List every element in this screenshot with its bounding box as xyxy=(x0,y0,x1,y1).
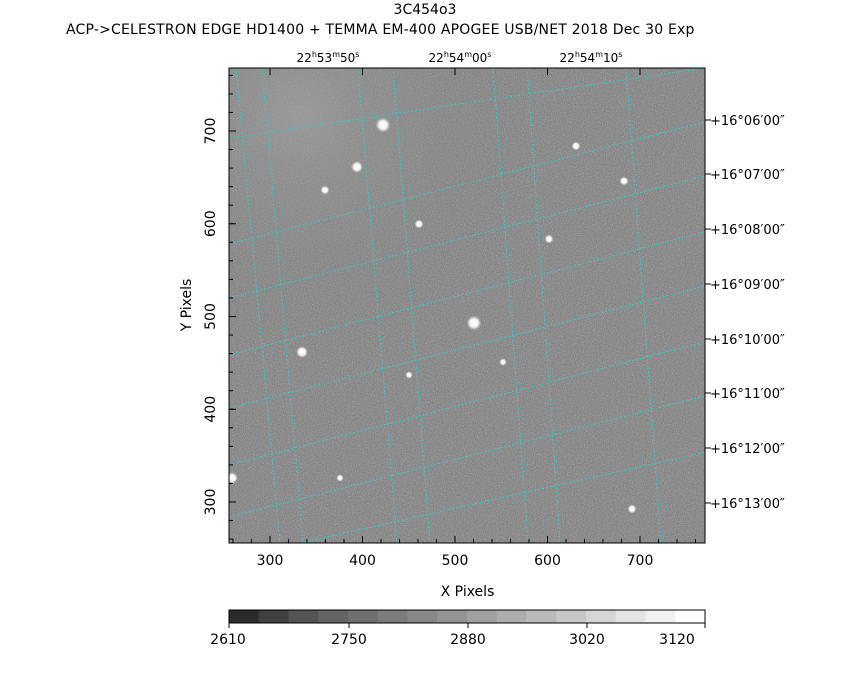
dec-label: +16°11′00″ xyxy=(710,387,785,402)
star xyxy=(466,315,482,331)
colorbar-swatch xyxy=(615,610,646,623)
ra-grid-line xyxy=(261,68,304,543)
star xyxy=(544,234,554,244)
colorbar-label: 2750 xyxy=(331,632,367,648)
colorbar-swatch xyxy=(526,610,557,623)
colorbar-swatch xyxy=(556,610,587,623)
dec-label: +16°13′00″ xyxy=(710,497,785,512)
star xyxy=(627,504,637,514)
star xyxy=(619,176,629,186)
colorbar-label: 3020 xyxy=(569,632,605,648)
dec-grid-line xyxy=(299,451,705,543)
dec-label: +16°09′00″ xyxy=(710,278,785,293)
colorbar-swatch xyxy=(377,610,408,623)
star xyxy=(499,358,507,366)
dec-grid-line xyxy=(229,395,705,518)
dec-grid-line xyxy=(229,231,705,356)
star xyxy=(320,185,330,195)
ra-grid-line xyxy=(625,68,662,543)
image-title: 3C454o3 xyxy=(393,2,457,18)
colorbar-label: 2610 xyxy=(210,632,246,648)
star xyxy=(405,371,413,379)
dec-grid-line xyxy=(229,285,705,409)
x-axis-label: X Pixels xyxy=(440,584,495,600)
dec-label: +16°06′00″ xyxy=(710,114,785,129)
ra-grid-line xyxy=(392,68,431,543)
colorbar-swatch xyxy=(437,610,468,623)
colorbar-swatch xyxy=(586,610,617,623)
y-tick-label: 600 xyxy=(203,210,219,237)
observation-subtitle: ACP->CELESTRON EDGE HD1400 + TEMMA EM-40… xyxy=(66,22,695,38)
ra-label: 22h54m00s xyxy=(429,50,492,65)
colorbar-swatch xyxy=(645,610,676,623)
x-tick-label: 700 xyxy=(627,553,654,569)
dec-label: +16°10′00″ xyxy=(710,333,785,348)
x-tick-label: 300 xyxy=(257,553,284,569)
colorbar-swatch xyxy=(407,610,438,623)
star xyxy=(336,474,344,482)
ra-grid-line xyxy=(235,68,281,543)
y-tick-label: 500 xyxy=(203,303,219,330)
sky-image xyxy=(229,68,705,543)
colorbar-swatch xyxy=(229,610,260,623)
plot-frame xyxy=(228,67,706,544)
colorbar-swatch xyxy=(496,610,527,623)
dec-label: +16°07′00″ xyxy=(710,168,785,183)
y-tick-label: 700 xyxy=(203,118,219,145)
dec-grid-line xyxy=(229,341,705,466)
star xyxy=(351,161,363,173)
star xyxy=(296,346,308,358)
colorbar-swatch xyxy=(318,610,349,623)
dec-label: +16°12′00″ xyxy=(710,442,785,457)
dec-grid-line xyxy=(229,68,705,139)
colorbar-swatch xyxy=(467,610,498,623)
star xyxy=(229,472,238,484)
ra-grid-line xyxy=(526,68,561,543)
x-tick-label: 600 xyxy=(534,553,561,569)
colorbar-swatch xyxy=(348,610,379,623)
colorbar-frame xyxy=(228,609,706,624)
ra-grid-line xyxy=(492,68,529,543)
dec-label: +16°08′00″ xyxy=(710,223,785,238)
colorbar-swatch xyxy=(675,610,706,623)
ra-grid-line xyxy=(357,68,398,543)
star xyxy=(571,141,581,151)
x-tick-label: 400 xyxy=(349,553,376,569)
x-tick-label: 500 xyxy=(442,553,469,569)
dec-grid-line xyxy=(229,175,705,299)
colorbar-label: 2880 xyxy=(450,632,486,648)
ra-label: 22h53m50s xyxy=(297,50,360,65)
star xyxy=(375,117,391,133)
ra-label: 22h54m10s xyxy=(560,50,623,65)
y-tick-label: 400 xyxy=(203,396,219,423)
colorbar-swatch xyxy=(288,610,319,623)
colorbar-swatch xyxy=(258,610,289,623)
colorbar-label: 3120 xyxy=(659,632,695,648)
star xyxy=(414,219,424,229)
y-tick-label: 300 xyxy=(203,489,219,516)
dec-grid-line xyxy=(229,121,705,245)
